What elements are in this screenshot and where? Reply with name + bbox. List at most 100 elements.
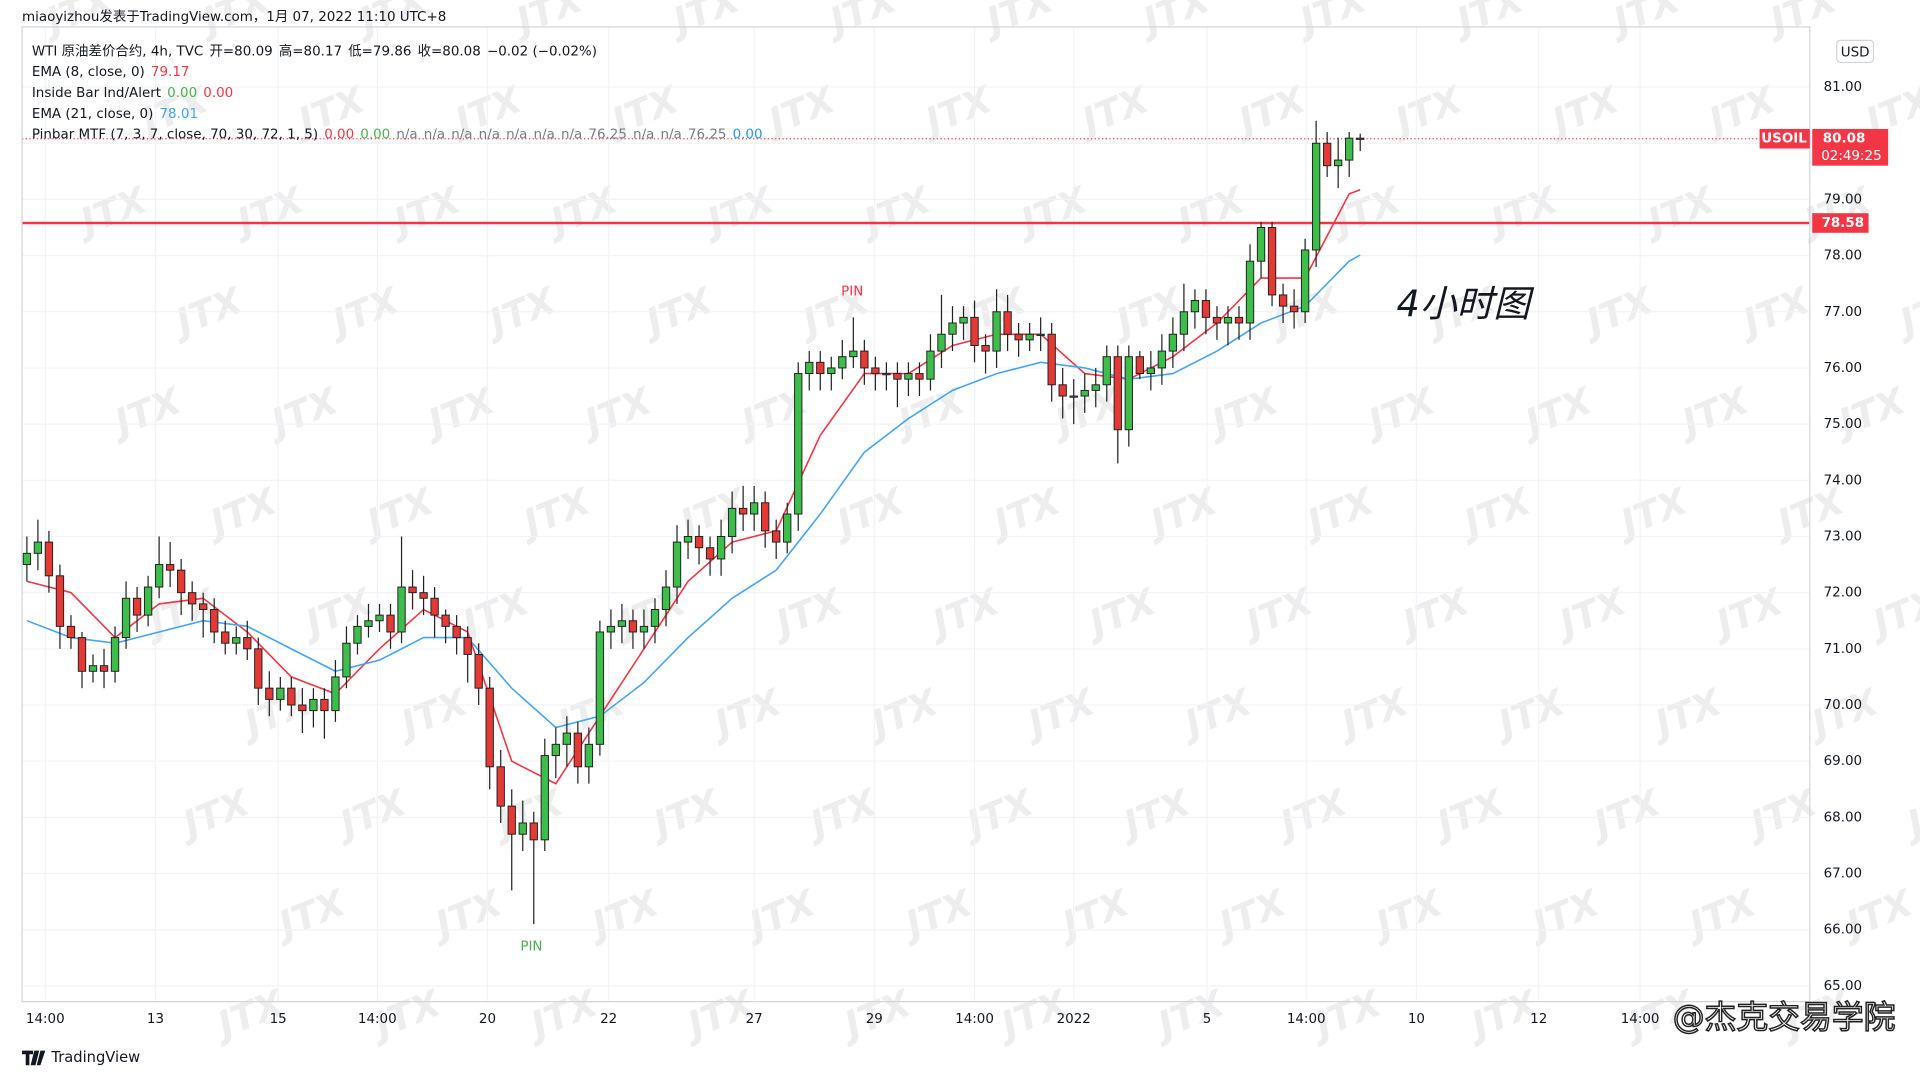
candle-body [893, 373, 902, 380]
candle-body [661, 586, 671, 610]
y-tick-label: 77.00 [1824, 305, 1863, 320]
candle-body [1047, 333, 1056, 386]
x-tick-label: 10 [1408, 1012, 1425, 1027]
legend-row: WTI 原油差价合约, 4h, TVC 开=80.09 高=80.17 低=79.86… [32, 42, 597, 59]
candle-body [353, 625, 362, 644]
candle-body [617, 620, 627, 627]
grid [22, 26, 1810, 1002]
tv-logo [22, 1050, 46, 1066]
x-tick-label: 5 [1203, 1012, 1212, 1027]
plot [22, 120, 1810, 925]
candle-body [1223, 316, 1233, 324]
ema-line [26, 254, 1361, 729]
candle-body [165, 564, 175, 571]
y-tick-label: 76.00 [1824, 361, 1863, 376]
candle-body [871, 367, 880, 375]
last-price-label: 80.08 [1823, 132, 1866, 147]
candle-body [386, 614, 395, 633]
candle-body [738, 507, 748, 515]
candle-body [1190, 300, 1200, 313]
candle-body [210, 609, 219, 633]
candle-body [783, 513, 792, 543]
candle-body [1069, 395, 1078, 398]
y-tick-label: 67.00 [1824, 867, 1863, 882]
x-tick-label: 2022 [1057, 1012, 1091, 1027]
legend-value: 高=80.17 [279, 42, 342, 59]
candle-body [716, 535, 726, 560]
plot-frame [21, 26, 1811, 1003]
candle-body [529, 822, 538, 841]
currency-box[interactable] [1836, 39, 1875, 64]
candle-body [88, 665, 98, 672]
legend-value: n/a [396, 128, 417, 143]
candle-body [794, 373, 803, 515]
candle-body [1058, 384, 1067, 397]
legend-value: 0.00 [360, 128, 390, 143]
legend-value: n/a [534, 128, 555, 143]
candle-body [121, 597, 131, 639]
candle-body [1245, 260, 1255, 324]
candle-body [188, 592, 197, 605]
candle-body [838, 356, 847, 369]
credit: @杰克交易学院 [1673, 998, 1896, 1036]
x-tick-label: 20 [479, 1012, 496, 1027]
candle-body [1278, 294, 1288, 307]
symbol-label: USOIL [1761, 132, 1807, 147]
candle-body [441, 614, 450, 627]
legend-value: n/a [633, 128, 654, 143]
legend-row: Inside Bar Ind/Alert 0.00 0.00 [32, 86, 233, 101]
candle-body [1289, 305, 1299, 313]
candle-body [375, 614, 384, 622]
candle-body [639, 625, 649, 633]
candle-body [816, 361, 825, 375]
candle-body [77, 637, 87, 672]
currency: USD [1841, 46, 1870, 61]
candle-body [1124, 356, 1133, 431]
candle-body [1146, 367, 1156, 375]
candle-body [970, 316, 979, 346]
y-tick-label: 74.00 [1824, 473, 1863, 488]
legend-value: 0.00 [324, 128, 354, 143]
candle-body [485, 687, 494, 768]
candle-body [320, 698, 329, 712]
y-tick-label: 69.00 [1824, 754, 1863, 769]
candle-body [628, 620, 638, 633]
x-tick-label: 14:00 [1621, 1012, 1660, 1027]
y-tick-label: 70.00 [1824, 698, 1863, 713]
candle-body [221, 631, 230, 644]
y-tick-label: 75.00 [1824, 417, 1863, 432]
legend-value: −0.02 (−0.02%) [487, 44, 597, 59]
legend-value: n/a [506, 128, 527, 143]
candle-body [981, 344, 990, 352]
legend-value: 79.17 [151, 65, 190, 80]
legend-row: Pinbar MTF (7, 3, 7, close, 70, 30, 72, … [32, 128, 763, 143]
candle-body [948, 322, 957, 335]
candle-body [1168, 333, 1178, 352]
legend-label: EMA (21, close, 0) [32, 107, 154, 122]
candle-body [199, 603, 208, 610]
candle-body [904, 373, 913, 380]
candle-body [1091, 384, 1100, 391]
candle-body [1157, 350, 1167, 369]
candle-body [1311, 142, 1321, 251]
level-label: 78.58 [1822, 216, 1865, 231]
candle-body [761, 502, 770, 532]
candle-body [694, 535, 704, 549]
y-tick-label: 66.00 [1824, 923, 1863, 938]
byline: miaoyizhou发表于TradingView.com，1月 07, 2022… [22, 9, 446, 25]
candle-body [44, 541, 54, 577]
candle-body [1102, 356, 1111, 386]
candle-body [1356, 137, 1365, 140]
legend-value: n/a [479, 128, 500, 143]
y-tick-label: 78.00 [1824, 249, 1863, 264]
candle-body [287, 687, 296, 706]
candle-body [331, 676, 340, 712]
candle-body [110, 637, 120, 672]
legend: WTI 原油差价合约, 4h, TVC 开=80.09 高=80.17 低=79.86… [32, 42, 763, 142]
candle-body [1113, 356, 1122, 431]
legend-value: 0.00 [733, 128, 763, 143]
candle-body [849, 350, 858, 358]
candle-body [1300, 249, 1310, 313]
x-tick-label: 14:00 [358, 1012, 397, 1027]
